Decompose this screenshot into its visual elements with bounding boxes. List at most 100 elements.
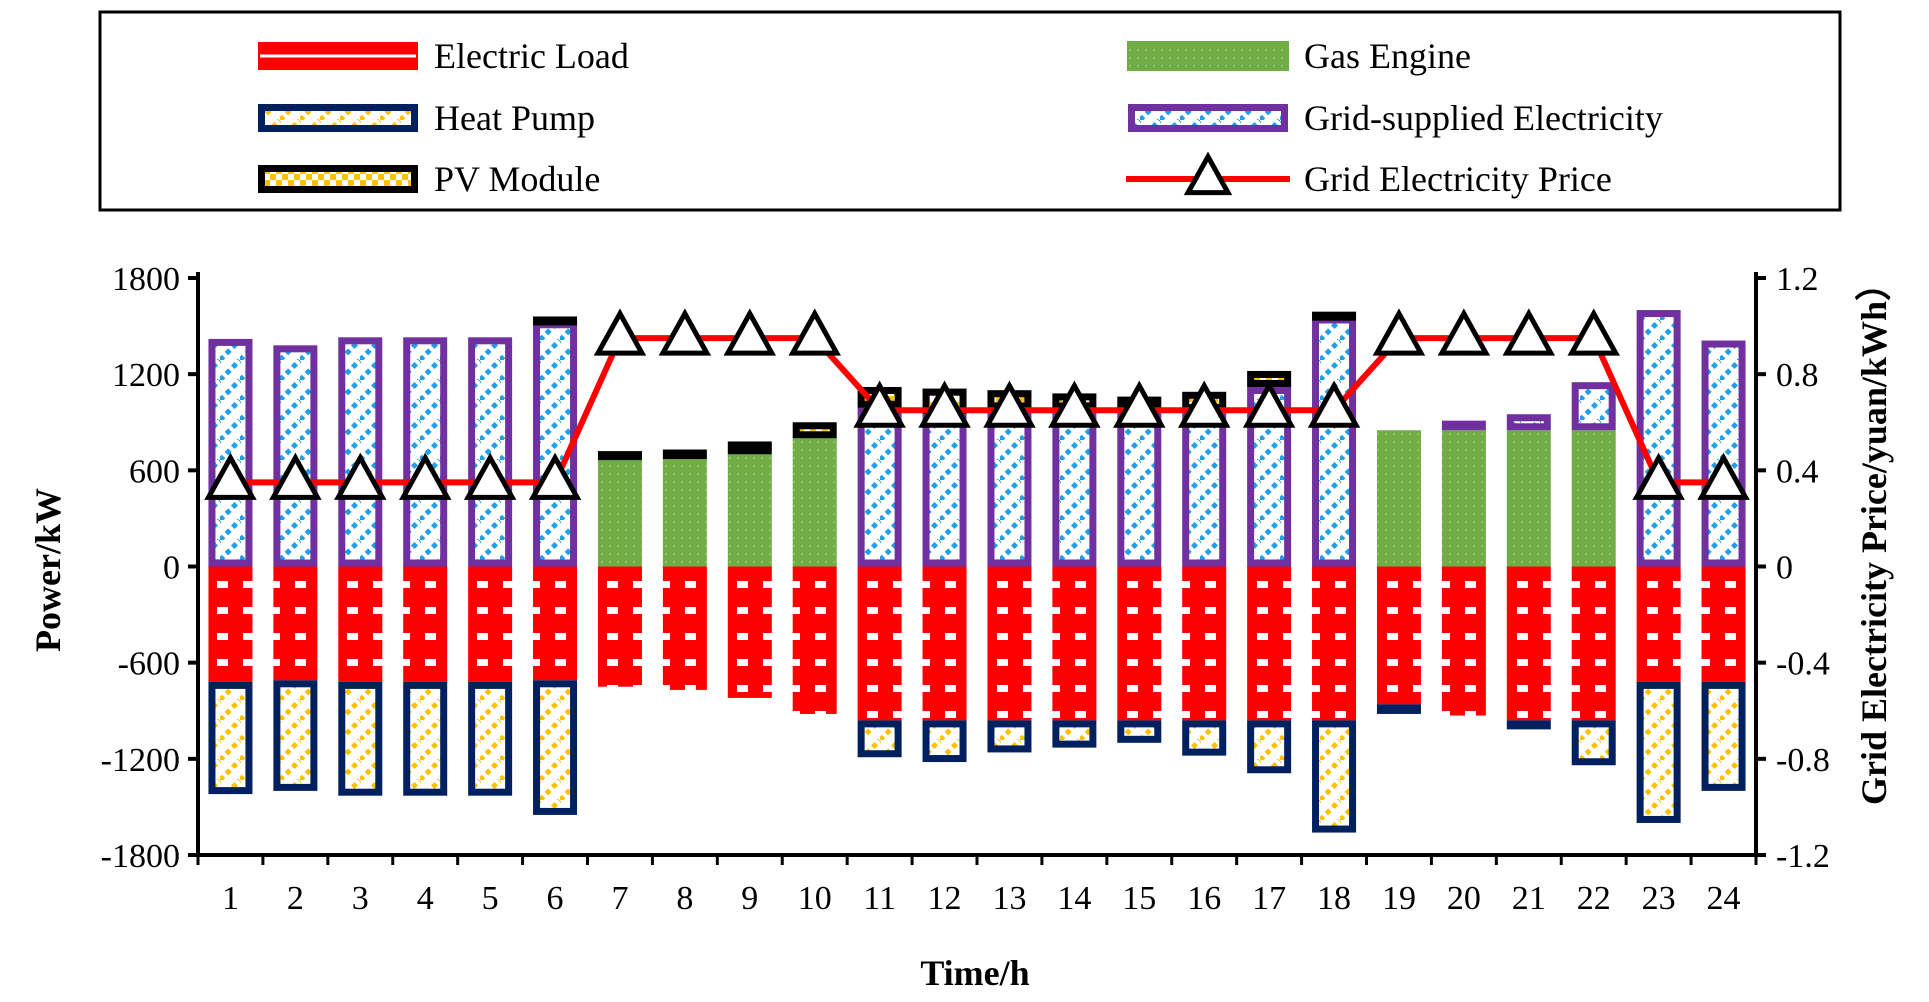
bar-grid-supplied-electricity-23	[1636, 310, 1681, 567]
bar-heat-pump-22	[1571, 720, 1616, 766]
bar-gas-engine-19	[1376, 430, 1421, 567]
bar-heat-pump-21	[1506, 720, 1551, 730]
legend-item-pv-module: PV Module	[258, 159, 600, 199]
bar-pv-module-8	[662, 449, 707, 460]
bar-electric-load-11	[857, 566, 902, 721]
legend-swatch	[1128, 104, 1288, 132]
bar-electric-load-14	[1052, 566, 1097, 721]
x-tick-label: 18	[1317, 880, 1351, 917]
legend-swatch	[258, 104, 418, 132]
bar-grid-supplied-electricity-22	[1571, 382, 1616, 431]
x-tick-label: 21	[1512, 880, 1546, 917]
y2-tick-label: -0.8	[1776, 742, 1830, 779]
price-marker-2	[269, 452, 322, 500]
price-marker-22	[1567, 308, 1620, 356]
price-marker-14	[1048, 380, 1101, 428]
bar-grid-supplied-electricity-15	[1117, 407, 1162, 567]
bar-heat-pump-16	[1182, 720, 1227, 756]
bar-electric-load-22	[1571, 566, 1616, 721]
x-tick-label: 3	[352, 880, 369, 917]
y-tick-label: 600	[129, 453, 180, 490]
y-axis-title: Power/kW	[28, 488, 68, 652]
price-marker-17	[1242, 380, 1296, 428]
price-marker-1	[204, 452, 257, 500]
bar-electric-load-8	[662, 566, 707, 690]
bar-gas-engine-7	[597, 457, 642, 567]
x-axis-title: Time/h	[920, 953, 1029, 993]
legend-label: Grid Electricity Price	[1304, 159, 1612, 199]
y2-tick-label: 0.4	[1776, 453, 1819, 490]
price-marker-9	[723, 308, 777, 356]
x-tick-label: 14	[1057, 880, 1091, 917]
x-tick-label: 9	[741, 880, 758, 917]
price-marker-12	[918, 380, 971, 428]
bar-grid-supplied-electricity-21	[1506, 414, 1551, 431]
bar-grid-supplied-electricity-11	[857, 407, 902, 567]
y-tick-label: -1200	[101, 742, 180, 779]
x-tick-label: 8	[676, 880, 693, 917]
bar-heat-pump-23	[1636, 681, 1681, 823]
legend-swatch	[1127, 41, 1289, 71]
bar-electric-load-12	[922, 566, 967, 721]
y2-tick-label: 0.8	[1776, 357, 1819, 394]
bar-grid-supplied-electricity-1	[208, 338, 253, 567]
x-tick-label: 11	[863, 880, 896, 917]
y-tick-label: 1800	[112, 261, 180, 298]
bar-electric-load-20	[1441, 566, 1486, 716]
bar-pv-module-10	[792, 422, 837, 439]
x-tick-label: 15	[1122, 880, 1156, 917]
y-tick-label: 1200	[112, 357, 180, 394]
x-tick-label: 7	[611, 880, 628, 917]
bar-heat-pump-19	[1376, 704, 1421, 714]
y2-tick-label: 1.2	[1776, 261, 1819, 298]
legend-item-grid-supplied-electricity: Grid-supplied Electricity	[1128, 98, 1663, 138]
price-marker-10	[788, 308, 841, 356]
legend-item-gas-engine: Gas Engine	[1127, 36, 1471, 76]
bar-pv-module-6	[533, 316, 578, 326]
x-tick-label: 17	[1252, 880, 1286, 917]
price-marker-4	[398, 452, 452, 500]
bar-electric-load-1	[208, 566, 253, 682]
bar-heat-pump-4	[403, 681, 448, 796]
x-tick-label: 2	[287, 880, 304, 917]
bar-gas-engine-10	[792, 438, 837, 567]
x-tick-label: 19	[1382, 880, 1416, 917]
plot-area: 1800 1200 600 0 -600 -1200 -1800 1.2 0.8 0.4 0 -0.4…	[101, 261, 1830, 917]
bar-electric-load-19	[1376, 566, 1421, 705]
price-marker-15	[1113, 380, 1166, 428]
x-tick-label: 20	[1447, 880, 1481, 917]
legend-marker	[1183, 151, 1233, 196]
bar-electric-load-6	[533, 566, 578, 681]
bar-gas-engine-22	[1571, 430, 1616, 567]
x-tick-label: 5	[482, 880, 499, 917]
bar-gas-engine-21	[1506, 430, 1551, 567]
bar-heat-pump-1	[208, 681, 253, 795]
legend-item-heat-pump: Heat Pump	[258, 98, 595, 138]
price-marker-19	[1372, 308, 1426, 356]
bar-electric-load-16	[1182, 566, 1227, 721]
bar-grid-supplied-electricity-20	[1441, 420, 1486, 431]
price-marker-16	[1177, 380, 1231, 428]
legend-swatch	[258, 165, 418, 193]
bar-grid-supplied-electricity-18	[1312, 316, 1357, 567]
bar-electric-load-24	[1701, 566, 1746, 682]
bar-heat-pump-6	[533, 680, 578, 815]
price-marker-23	[1632, 452, 1685, 500]
bar-pv-module-18	[1312, 311, 1357, 321]
y2-tick-label: -1.2	[1776, 838, 1830, 875]
bar-heat-pump-24	[1701, 681, 1746, 791]
bar-grid-supplied-electricity-14	[1052, 409, 1097, 567]
legend: Electric Load Heat Pump PV Module Gas Engin…	[98, 10, 1842, 212]
bar-electric-load-10	[792, 566, 837, 714]
price-marker-7	[593, 308, 647, 356]
bar-heat-pump-18	[1312, 720, 1357, 833]
bar-electric-load-5	[468, 566, 513, 682]
bar-electric-load-21	[1506, 566, 1551, 721]
y-tick-label: -600	[118, 646, 180, 683]
legend-label: Gas Engine	[1304, 36, 1471, 76]
bar-electric-load-2	[273, 566, 318, 681]
bar-grid-supplied-electricity-16	[1182, 411, 1227, 567]
bar-heat-pump-13	[987, 720, 1032, 753]
y2-axis-title: Grid Electricity Price/yuan/kWh）	[1854, 265, 1894, 805]
